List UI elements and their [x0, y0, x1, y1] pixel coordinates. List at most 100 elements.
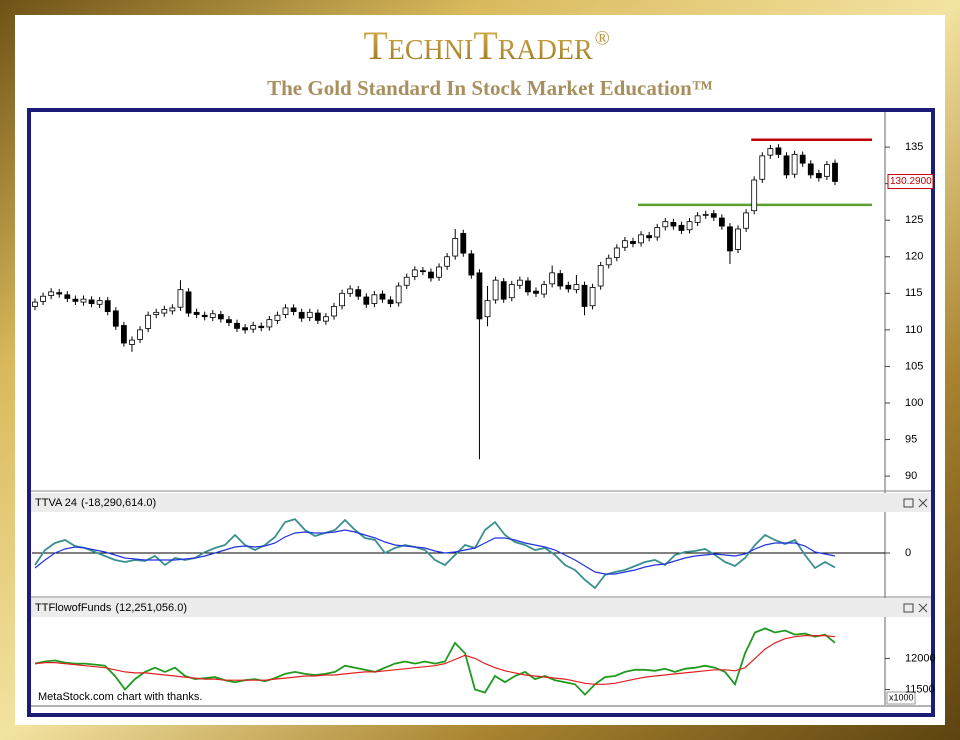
- candle-body: [476, 272, 483, 320]
- y-tick-label: 125: [905, 214, 923, 226]
- y-tick-label: 90: [905, 470, 917, 482]
- candle-body: [169, 307, 176, 312]
- maximize-button[interactable]: [903, 603, 914, 613]
- candle-body: [775, 147, 782, 155]
- candle-body: [638, 234, 644, 244]
- candle-body: [56, 292, 63, 295]
- candle-body: [234, 322, 240, 329]
- candle-body: [403, 276, 410, 286]
- candle-body: [120, 325, 127, 344]
- candle-body: [32, 301, 38, 307]
- candle-body: [767, 148, 774, 156]
- candle-body: [654, 227, 661, 238]
- candle-body: [791, 154, 798, 175]
- close-button[interactable]: [918, 603, 928, 613]
- candle-body: [727, 226, 733, 252]
- candle-body: [581, 284, 588, 307]
- candle-body: [48, 291, 55, 296]
- candle-body: [541, 284, 547, 295]
- series-line: [34, 518, 836, 590]
- candle-body: [298, 311, 305, 319]
- candle-body: [314, 312, 321, 321]
- candle-body: [145, 314, 152, 329]
- candle-body: [815, 173, 822, 179]
- candle-body: [613, 247, 620, 258]
- candle-body: [565, 284, 572, 290]
- candle-body: [274, 314, 281, 321]
- candle-body: [258, 325, 265, 329]
- candle-body: [80, 298, 87, 303]
- candle-body: [694, 215, 701, 223]
- candle-body: [363, 296, 370, 305]
- candle-body: [250, 325, 257, 330]
- candle-body: [500, 281, 507, 300]
- chart-frame: [27, 108, 935, 717]
- candle-body: [419, 270, 426, 273]
- candle-body: [387, 299, 394, 304]
- candle-body: [799, 154, 806, 164]
- candle-body: [589, 287, 596, 307]
- candle-body: [743, 212, 750, 229]
- panel-header: [31, 493, 931, 512]
- candle-body: [323, 316, 329, 322]
- y-tick-label: 110: [905, 324, 923, 336]
- multiplier-box: [886, 691, 916, 705]
- indicator-title: TTVA 24: [35, 497, 77, 509]
- candle-body: [735, 228, 741, 250]
- candle-body: [185, 291, 192, 314]
- candle-body: [379, 293, 386, 300]
- brand-title: TechniTrader: [363, 23, 593, 68]
- candle-body: [112, 310, 119, 327]
- candle-body: [137, 329, 143, 340]
- y-tick-label: 115: [905, 287, 923, 299]
- candle-body: [832, 162, 838, 182]
- y-tick-label: 0: [905, 547, 911, 559]
- close-button[interactable]: [918, 498, 928, 508]
- candle-body: [492, 279, 499, 301]
- y-tick-label: 120: [905, 251, 923, 263]
- candle-body: [395, 285, 402, 304]
- axis-multiplier: x1000: [889, 692, 914, 702]
- candle-body: [807, 163, 814, 176]
- candle-body: [597, 265, 604, 287]
- candle-body: [347, 288, 354, 294]
- candle-body: [428, 271, 434, 279]
- candle-body: [331, 306, 337, 317]
- candle-body: [783, 155, 790, 176]
- tagline: The Gold Standard In Stock Market Educat…: [267, 76, 713, 100]
- candle-body: [678, 224, 685, 231]
- candle-body: [88, 299, 95, 304]
- y-tick-label: 105: [905, 360, 923, 372]
- window-buttons[interactable]: [903, 498, 928, 613]
- candle-body: [670, 222, 677, 227]
- candle-body: [209, 313, 216, 318]
- candle-body: [226, 319, 232, 323]
- candle-body: [371, 294, 378, 304]
- candle-body: [64, 294, 71, 299]
- candle-body: [460, 232, 467, 254]
- panel-header: [31, 598, 931, 617]
- candle-body: [339, 292, 345, 307]
- candle-body: [557, 273, 564, 287]
- candle-body: [508, 284, 515, 299]
- candle-body: [662, 221, 669, 228]
- candle-body: [751, 179, 758, 212]
- candle-body: [72, 298, 79, 302]
- candle-body: [516, 279, 523, 286]
- candle-body: [621, 240, 628, 248]
- candle-body: [129, 339, 135, 345]
- candle-body: [161, 309, 168, 314]
- credit: MetaStock.com chart with thanks.: [38, 691, 202, 703]
- indicator-readout: (-18,290,614.0): [81, 497, 156, 509]
- registered-mark: ®: [595, 28, 610, 50]
- maximize-button[interactable]: [903, 498, 914, 508]
- candle-body: [710, 213, 717, 218]
- candle-body: [533, 290, 539, 294]
- y-tick-label: 12000: [905, 652, 936, 664]
- candle-body: [153, 311, 160, 315]
- candle-body: [96, 300, 103, 305]
- candle-body: [630, 241, 636, 245]
- candle-body: [104, 300, 111, 313]
